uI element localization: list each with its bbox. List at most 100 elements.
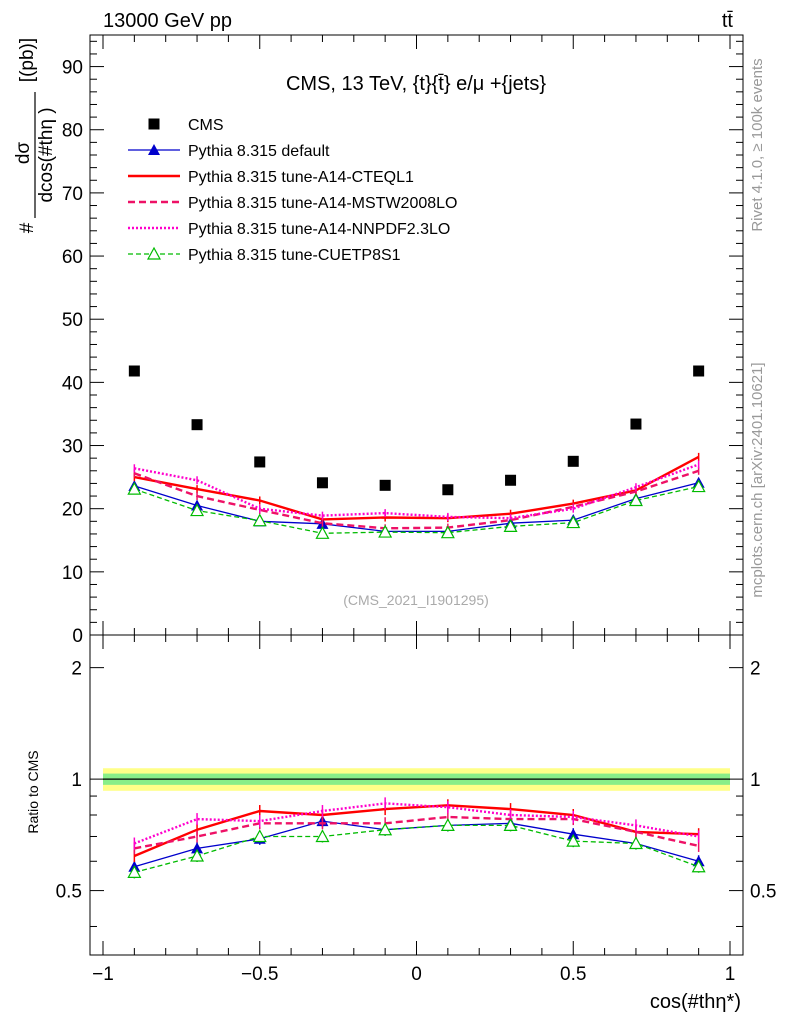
point-cms — [379, 479, 391, 491]
ratio-point-cuetp8s1 — [503, 818, 518, 831]
point-cuetp8s1 — [252, 513, 267, 527]
point-cms — [693, 365, 705, 377]
main-ytick-label: 40 — [62, 373, 83, 394]
ratio-y-label: Ratio to CMS — [25, 750, 41, 833]
rivet-label: Rivet 4.1.0, ≥ 100k events — [749, 58, 766, 231]
series-line-nnpdf — [134, 463, 700, 520]
ratio-line-nnpdf — [133, 802, 699, 845]
point-cuetp8s1 — [378, 524, 393, 538]
legend-item-cuetp8s1: Pythia 8.315 tune-CUETP8S1 — [128, 246, 401, 264]
ratio-point-cuetp8s1 — [378, 822, 393, 836]
main-series — [127, 365, 706, 539]
legend-label-cuetp8s1: Pythia 8.315 tune-CUETP8S1 — [188, 247, 401, 264]
legend-item-mstw: Pythia 8.315 tune-A14-MSTW2008LO — [128, 195, 457, 212]
main-ytick-label: 10 — [62, 563, 83, 584]
ratio-point-cuetp8s1 — [691, 859, 706, 873]
ratio-series-cteql1 — [133, 799, 700, 862]
ratio-ticks: 0.5 0.5 1 1 2 2 −1 −0.5 0 0.5 1 — [56, 635, 776, 985]
legend-label-cteql1: Pythia 8.315 tune-A14-CTEQL1 — [188, 169, 414, 186]
point-cuetp8s1 — [628, 493, 643, 507]
ratio-xtick-label: 0 — [411, 964, 422, 985]
legend-item-cteql1: Pythia 8.315 tune-A14-CTEQL1 — [128, 169, 414, 186]
series-cuetp8s1 — [127, 479, 706, 539]
ratio-band — [103, 768, 730, 791]
point-cms — [191, 419, 203, 431]
point-cms — [254, 456, 266, 468]
point-cms — [567, 455, 579, 467]
legend-label-mstw: Pythia 8.315 tune-A14-MSTW2008LO — [188, 195, 457, 212]
ratio-point-cuetp8s1 — [566, 833, 581, 847]
ratio-ytick-label: 0.5 — [56, 882, 82, 903]
ratio-series-cuetp8s1 — [127, 818, 706, 879]
ratio-point-cuetp8s1 — [628, 836, 643, 850]
ratio-line-mstw — [134, 815, 699, 850]
legend-item-nnpdf: Pythia 8.315 tune-A14-NNPDF2.3LO — [128, 221, 450, 238]
ratio-series-mstw — [133, 811, 700, 855]
ratio-panel: 0.5 0.5 1 1 2 2 −1 −0.5 0 0.5 1 Ratio to CMS — [25, 634, 776, 985]
point-cuetp8s1 — [190, 503, 205, 517]
ratio-ytick-label-right: 1 — [750, 770, 761, 791]
ratio-series-nnpdf — [133, 797, 700, 850]
ratio-xtick-label: 1 — [725, 964, 736, 985]
main-ticks: 0 10 20 30 40 50 60 70 80 90 — [62, 35, 743, 647]
main-ytick-label: 20 — [62, 500, 83, 521]
series-cteql1 — [133, 452, 700, 524]
legend-label-cms: CMS — [188, 117, 224, 134]
legend: CMS Pythia 8.315 default Pythia 8.315 tune… — [128, 117, 457, 264]
header-right: tt̄ — [722, 10, 734, 32]
ratio-point-default — [191, 842, 204, 854]
main-ytick-label: 70 — [62, 184, 83, 205]
main-ylabel-numerator: dσ — [13, 142, 34, 165]
legend-label-nnpdf: Pythia 8.315 tune-A14-NNPDF2.3LO — [188, 221, 450, 238]
main-panel: 0 10 20 30 40 50 60 70 80 90 CMS, 13 TeV, {t}{t̄}… — [62, 34, 744, 647]
ratio-ytick-label: 2 — [71, 659, 82, 680]
main-ytick-label: 30 — [62, 437, 83, 458]
legend-marker-default — [148, 144, 160, 155]
point-cms — [316, 477, 328, 489]
main-ytick-label: 90 — [62, 58, 83, 79]
ratio-point-default — [567, 828, 580, 840]
point-cms — [505, 474, 517, 486]
header-left: 13000 GeV pp — [103, 10, 232, 32]
legend-label-default: Pythia 8.315 default — [188, 143, 330, 160]
ratio-frame — [89, 634, 744, 956]
ratio-xtick-label: −0.5 — [241, 964, 279, 985]
ratio-point-cuetp8s1 — [440, 818, 455, 831]
ratio-series — [127, 797, 706, 879]
analysis-id: (CMS_2021_I1901295) — [343, 592, 489, 608]
main-y-label: # dσ dcos(#thη ) [(pb)] — [13, 38, 57, 233]
series-nnpdf — [133, 460, 700, 523]
ratio-point-cuetp8s1 — [190, 848, 205, 862]
main-ylabel-prefix: # — [17, 222, 38, 233]
point-cuetp8s1 — [127, 481, 142, 495]
main-ytick-label: 50 — [62, 310, 83, 331]
point-cuetp8s1 — [440, 525, 455, 539]
main-ytick-label: 80 — [62, 121, 83, 142]
ratio-xtick-label: −1 — [92, 964, 114, 985]
series-cms — [128, 365, 705, 496]
ratio-ytick-label-right: 2 — [750, 659, 761, 680]
ratio-ytick-label: 1 — [71, 770, 82, 791]
ratio-point-cuetp8s1 — [315, 829, 330, 843]
series-mstw — [133, 466, 700, 533]
series-line-default — [134, 482, 699, 533]
main-ylabel-unit: [(pb)] — [17, 38, 38, 82]
main-ytick-label: 60 — [62, 247, 83, 268]
series-line-mstw — [133, 469, 699, 530]
legend-marker-cuetp8s1 — [146, 246, 162, 260]
legend-item-default: Pythia 8.315 default — [128, 143, 330, 160]
point-cuetp8s1 — [566, 515, 581, 529]
series-line-cuetp8s1 — [134, 485, 699, 534]
point-cuetp8s1 — [315, 526, 330, 539]
point-cuetp8s1 — [503, 519, 518, 532]
point-cms — [128, 365, 140, 377]
mcplots-label: mcplots.cern.ch [arXiv:2401.10621] — [749, 362, 766, 597]
series-line-cteql1 — [134, 455, 700, 521]
point-cuetp8s1 — [691, 479, 706, 493]
main-ytick-label: 0 — [72, 626, 83, 647]
main-title: CMS, 13 TeV, {t}{t̄} e/μ +{jets} — [286, 73, 546, 95]
ratio-line-cuetp8s1 — [134, 824, 699, 874]
ratio-line-default — [134, 820, 699, 868]
main-ylabel-denominator: dcos(#thη ) — [36, 107, 57, 202]
